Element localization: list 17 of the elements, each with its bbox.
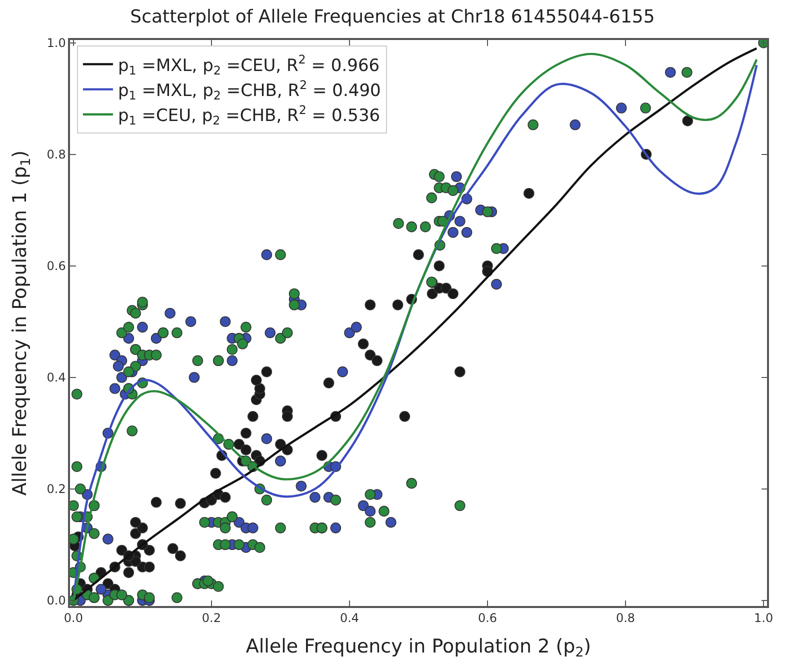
y-tick-label: 0.2 [46, 482, 66, 496]
y-tick-label: 0.6 [46, 259, 66, 274]
y-tick-label: 0.0 [46, 594, 66, 608]
legend-label: p$_{1}$ =MXL, p$_{2}$ =CEU, R$^{2}$ = 0.966 [118, 52, 380, 78]
legend-label: p$_{1}$ =MXL, p$_{2}$ =CHB, R$^{2}$ = 0.490 [118, 78, 381, 103]
x-axis-title: Allele Frequency in Population 2 (p$_{2}$) [246, 635, 592, 660]
x-tick-label: 0.2 [202, 611, 222, 626]
x-tick-label: 0.0 [64, 611, 83, 626]
y-tick-label: 0.4 [46, 370, 66, 385]
chart-title: Scatterplot of Allele Frequencies at Chr18 61455044-6155 [130, 6, 655, 28]
y-tick-label: 1.0 [46, 36, 66, 50]
x-tick-label: 1.0 [754, 611, 774, 626]
legend-label: p$_{1}$ =CEU, p$_{2}$ =CHB, R$^{2}$ = 0.536 [118, 102, 380, 128]
x-tick-label: 0.6 [478, 611, 498, 626]
y-tick-label: 0.8 [46, 148, 66, 162]
x-tick-label: 0.8 [616, 611, 636, 626]
x-tick-label: 0.4 [340, 611, 360, 626]
